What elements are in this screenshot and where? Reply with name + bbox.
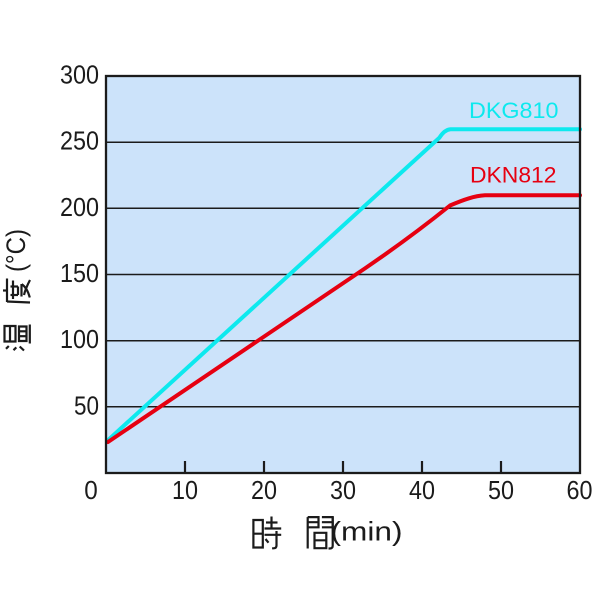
svg-text:20: 20 [251, 477, 277, 505]
svg-text:40: 40 [409, 477, 435, 505]
svg-text:0: 0 [84, 477, 98, 505]
svg-text:250: 250 [60, 128, 99, 156]
svg-text:(°C): (°C) [1, 229, 31, 272]
svg-text:10: 10 [172, 477, 198, 505]
svg-text:DKG810: DKG810 [469, 98, 559, 123]
svg-text:300: 300 [60, 62, 99, 90]
svg-text:50: 50 [74, 392, 99, 420]
svg-text:DKN812: DKN812 [470, 162, 557, 187]
svg-text:200: 200 [60, 194, 99, 222]
svg-text:60: 60 [567, 477, 593, 505]
svg-text:30: 30 [330, 477, 356, 505]
svg-text:50: 50 [488, 477, 514, 505]
svg-text:150: 150 [60, 260, 99, 288]
svg-text:(min): (min) [331, 517, 403, 547]
svg-text:100: 100 [60, 326, 99, 354]
